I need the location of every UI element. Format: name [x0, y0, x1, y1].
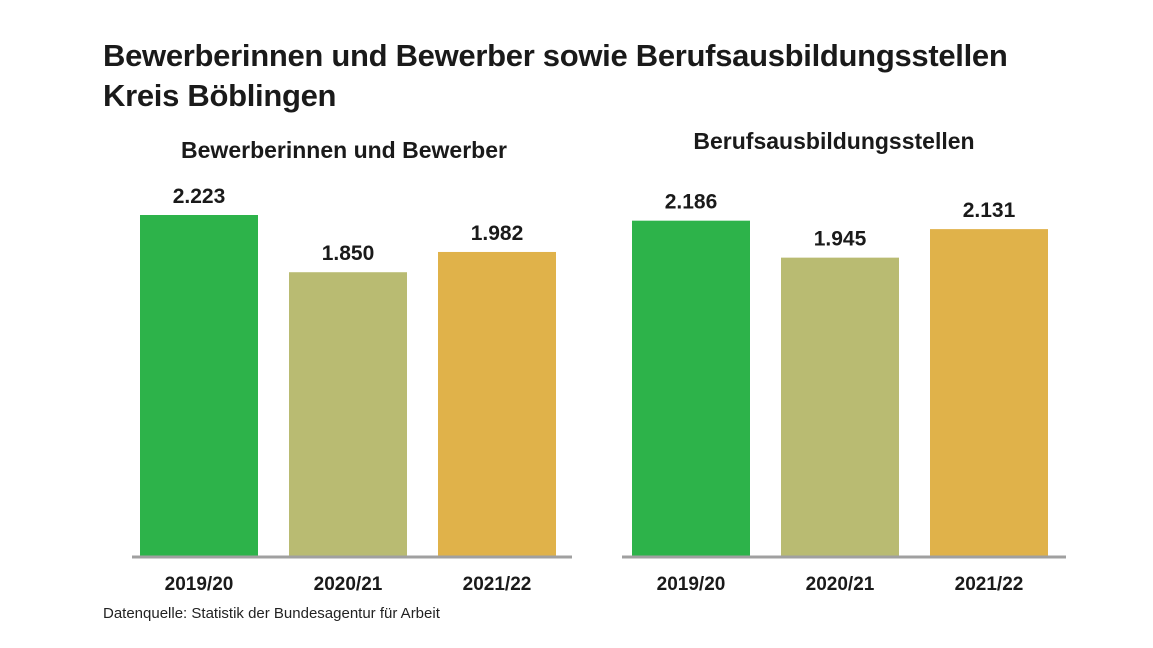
chart-area: Bewerberinnen und Bewerber 2.223 2019/20 1.…	[0, 0, 1153, 648]
category-label-applicants-2020-21: 2020/21	[314, 574, 383, 595]
bar-applicants-2021-22	[438, 252, 556, 556]
value-label-positions-2019-20: 2.186	[665, 191, 718, 214]
bar-positions-2019-20	[632, 221, 750, 556]
value-label-applicants-2019-20: 2.223	[173, 185, 226, 208]
category-label-applicants-2019-20: 2019/20	[165, 574, 234, 595]
category-label-positions-2021-22: 2021/22	[955, 574, 1024, 595]
category-label-positions-2019-20: 2019/20	[657, 574, 726, 595]
bar-positions-2020-21	[781, 258, 899, 556]
bar-positions-2021-22	[930, 229, 1048, 556]
panel-title-positions: Berufsausbildungsstellen	[693, 128, 974, 154]
value-label-positions-2020-21: 1.945	[814, 228, 867, 251]
bar-applicants-2020-21	[289, 272, 407, 556]
panel-title-applicants: Bewerberinnen und Bewerber	[181, 137, 507, 163]
category-label-applicants-2021-22: 2021/22	[463, 574, 532, 595]
data-source-note: Datenquelle: Statistik der Bundesagentur…	[103, 605, 440, 622]
value-label-positions-2021-22: 2.131	[963, 199, 1016, 222]
value-label-applicants-2020-21: 1.850	[322, 242, 375, 265]
category-label-positions-2020-21: 2020/21	[806, 574, 875, 595]
bar-applicants-2019-20	[140, 215, 258, 556]
value-label-applicants-2021-22: 1.982	[471, 222, 524, 245]
